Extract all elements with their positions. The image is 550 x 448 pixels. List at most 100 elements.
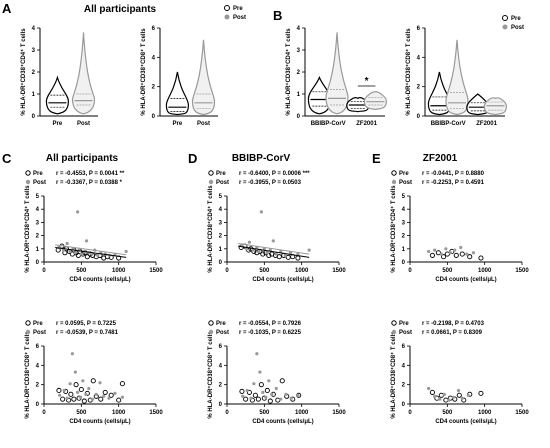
point-post <box>87 386 91 391</box>
y-tick-label: 2 <box>36 234 40 240</box>
point-post <box>76 210 80 214</box>
point-post <box>79 252 83 256</box>
point-pre <box>429 252 435 258</box>
x-axis-label: CD4 counts (cells/μL) <box>435 419 496 425</box>
point-post <box>251 248 255 252</box>
legend-pre-marker <box>502 15 508 21</box>
point-pre <box>441 254 447 260</box>
point-post <box>81 379 85 383</box>
point-pre <box>279 378 285 384</box>
y-tick-label: 0 <box>36 260 40 266</box>
x-tick-label: 1500 <box>149 268 163 274</box>
point-pre <box>71 396 77 402</box>
y-tick-label: 0 <box>417 114 421 120</box>
chart-d-cd4: 0 1 2 3 4 5 % HLA-DR⁺CD38⁺CD4⁺ T cells 0 500 1000… <box>207 170 346 283</box>
point-post <box>466 393 470 397</box>
x-tick-label: 0 <box>225 268 229 274</box>
stat-text: r = -0.1035, P = 0.6225 <box>239 330 302 336</box>
x-tick-label: BBIBP-CorV <box>431 121 466 127</box>
point-post <box>247 240 251 244</box>
violin-shape <box>325 32 349 115</box>
point-pre <box>108 392 114 398</box>
chart-b-cd8: 0 2 4 6 % HLA-DR⁺CD38⁺CD8⁺ T cells BBIBP-CorV… <box>405 26 508 127</box>
point-post <box>68 249 72 254</box>
point-pre <box>116 397 122 403</box>
legend-label: Pre <box>33 171 43 177</box>
x-axis-label: CD4 counts (cells/μL) <box>252 419 313 425</box>
legend-b: Pre Post <box>502 15 524 31</box>
point-pre <box>429 389 435 395</box>
point-pre <box>68 391 74 397</box>
x-tick-label: 0 <box>42 410 46 416</box>
point-post <box>84 239 89 243</box>
point-pre <box>478 390 484 396</box>
x-tick-label: ZF2001 <box>356 121 377 127</box>
y-tick-label: 6 <box>417 26 421 32</box>
chart-a-cd8: 0 2 4 6 % HLA-DR⁺CD38⁺CD8⁺ T cells Pre Post <box>140 26 218 127</box>
point-post <box>68 382 72 386</box>
y-tick-label: 0 <box>219 260 223 266</box>
y-axis-label: % HLA-DR⁺CD38⁺CD8⁺ T cells <box>405 28 412 116</box>
legend-label: Pre <box>33 321 43 327</box>
y-tick-label: 2 <box>32 70 36 76</box>
x-tick-label: 1500 <box>332 268 346 274</box>
y-tick-label: 2 <box>36 383 40 389</box>
point-post <box>444 247 448 251</box>
panel-label-c: C <box>2 151 12 166</box>
point-pre <box>478 255 484 261</box>
chart-e-cd8: 0 2 4 6 % HLA-DR⁺CD38⁺CD8⁺ T cells 0 500 1000 15… <box>390 320 529 425</box>
x-tick-label: 0 <box>225 410 229 416</box>
y-tick-label: 4 <box>152 55 156 61</box>
x-tick-label: 500 <box>442 268 453 274</box>
y-tick-label: 1 <box>297 92 301 98</box>
legend-label: Post <box>33 330 46 336</box>
point-post <box>90 397 95 401</box>
y-axis-label: % HLA-DR⁺CD38⁺CD8⁺ T cells <box>24 331 31 419</box>
panel-label-b: B <box>273 8 282 23</box>
legend-pre-label: Pre <box>233 6 243 12</box>
fit-line-pre <box>55 246 127 258</box>
x-tick-label: 1000 <box>295 268 309 274</box>
legend-pre-marker <box>391 170 397 176</box>
y-tick-label: 5 <box>36 194 40 200</box>
point-pre <box>246 389 252 395</box>
point-post <box>58 393 62 397</box>
point-post <box>460 396 464 400</box>
y-tick-label: 2 <box>402 383 406 389</box>
legend-pre-marker <box>208 170 214 176</box>
point-pre <box>60 396 66 402</box>
x-tick-label: 1500 <box>332 410 346 416</box>
stat-text: r = -0.2253, P = 0.4591 <box>422 180 485 186</box>
stat-text: r = 0.0661, P = 0.8309 <box>422 330 483 336</box>
legend-post-marker <box>391 329 397 335</box>
x-axis-label: CD4 counts (cells/μL) <box>69 277 130 283</box>
x-tick-label: 1500 <box>149 410 163 416</box>
y-tick-label: 4 <box>402 363 406 369</box>
point-post <box>76 390 80 394</box>
legend-label: Post <box>216 330 229 336</box>
point-post <box>124 249 128 254</box>
x-tick-label: 1000 <box>478 410 492 416</box>
stat-text: r = -0.4553, P = 0.0041 ** <box>56 171 125 177</box>
point-post <box>252 382 256 386</box>
point-pre <box>252 392 258 398</box>
x-tick-label: 0 <box>42 268 46 274</box>
legend-pre-marker <box>208 320 214 326</box>
point-pre <box>467 254 473 260</box>
stat-text: r = 0.0595, P = 0.7225 <box>56 321 117 327</box>
point-pre <box>81 398 87 404</box>
y-tick-label: 1 <box>36 247 40 253</box>
point-post <box>78 395 83 399</box>
x-tick-label: 0 <box>408 268 412 274</box>
point-post <box>279 249 283 254</box>
point-post <box>84 392 88 396</box>
point-post <box>245 388 249 393</box>
panel-title-d: BBIBP-CorV <box>232 153 291 164</box>
point-post <box>279 397 283 401</box>
violin-shape <box>363 91 388 111</box>
legend-pre-label: Pre <box>511 16 521 22</box>
point-post <box>288 251 293 255</box>
point-post <box>102 394 106 398</box>
y-tick-label: 1 <box>32 92 36 98</box>
point-post <box>307 248 311 252</box>
